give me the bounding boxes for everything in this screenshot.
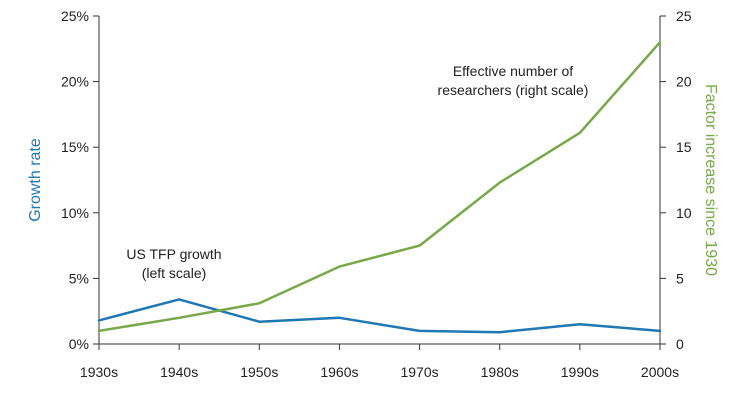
left-axis-tick-label: 0% xyxy=(69,336,89,352)
x-axis-tick-label: 1950s xyxy=(240,364,278,380)
tfp-annotation-line: US TFP growth xyxy=(126,246,221,262)
right-axis-tick-label: 0 xyxy=(676,336,684,352)
researchers-annotation-line: Effective number of xyxy=(453,63,573,79)
x-axis-tick-label: 1980s xyxy=(481,364,519,380)
axes: 0% 5% 10% 15% 20% 25% 0 5 10 15 20 25 1930s 1940s 1950… xyxy=(27,8,719,380)
tfp-annotation-line: (left scale) xyxy=(142,265,207,281)
series-line-researchers xyxy=(97,40,662,333)
left-axis-tick-label: 25% xyxy=(61,8,89,24)
right-axis-tick-label: 25 xyxy=(676,8,692,24)
left-axis-tick-label: 10% xyxy=(61,205,89,221)
series-layer xyxy=(97,40,662,334)
x-axis-tick-label: 1960s xyxy=(320,364,358,380)
x-axis-tick-label: 1990s xyxy=(561,364,599,380)
right-axis-tick-label: 10 xyxy=(676,205,692,221)
x-axis-tick-label: 1940s xyxy=(160,364,198,380)
right-axis-tick-label: 20 xyxy=(676,74,692,90)
tfp-annotation: US TFP growth (left scale) xyxy=(126,246,221,281)
left-axis-title: Growth rate xyxy=(27,138,44,222)
right-axis-tick-label: 15 xyxy=(676,139,692,155)
right-axis-title: Factor increase since 1930 xyxy=(702,84,719,276)
x-axis-tick-label: 1930s xyxy=(80,364,118,380)
researchers-annotation: Effective number of researchers (right sc… xyxy=(438,63,589,98)
researchers-annotation-line: researchers (right scale) xyxy=(438,82,589,98)
left-axis-tick-label: 20% xyxy=(61,74,89,90)
left-axis-tick-label: 5% xyxy=(69,270,89,286)
left-axis-tick-label: 15% xyxy=(61,139,89,155)
right-axis-tick-label: 5 xyxy=(676,270,684,286)
series-line-tfp-growth xyxy=(97,298,662,334)
x-axis-tick-label: 1970s xyxy=(400,364,438,380)
x-axis-tick-label: 2000s xyxy=(641,364,679,380)
annotation-layer: US TFP growth (left scale) Effective numbe… xyxy=(126,63,588,281)
